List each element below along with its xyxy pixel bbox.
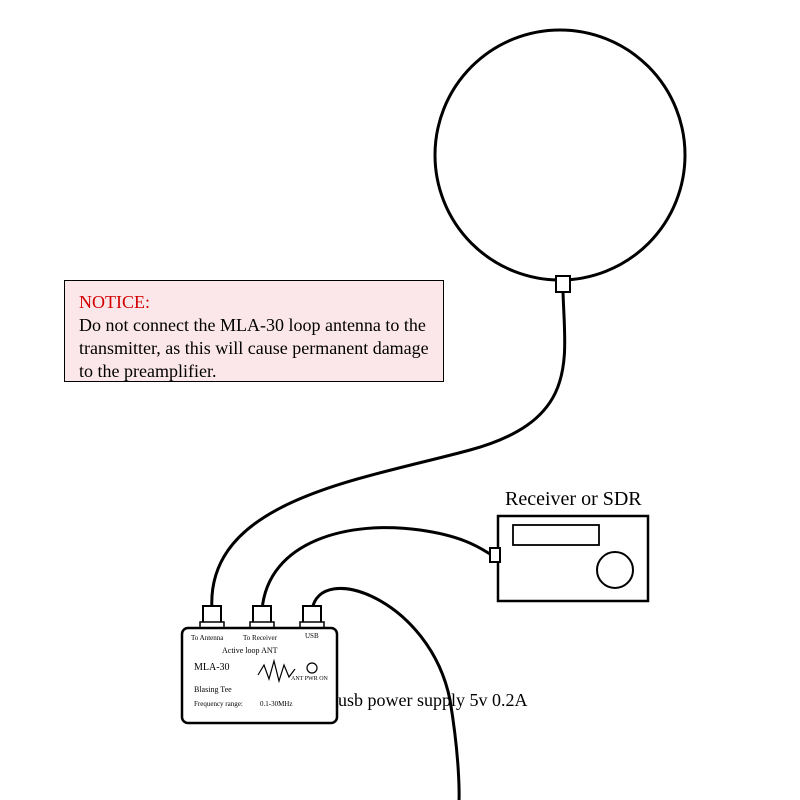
biastee-text-4: MLA-30 bbox=[194, 662, 230, 673]
biastee-text-0: To Antenna bbox=[191, 634, 224, 642]
biastee-text-5: ANT PWR ON bbox=[291, 676, 329, 682]
receiver-knob bbox=[597, 552, 633, 588]
biastee-text-8: 0.1-30MHz bbox=[260, 700, 292, 708]
schematic-svg: To Antenna To Receiver USB Active loop ANT M… bbox=[0, 0, 800, 800]
biastee-text-6: Blasing Tee bbox=[194, 685, 232, 694]
receiver-input-port bbox=[490, 548, 500, 562]
biastee-text-7: Frequency range: bbox=[194, 700, 243, 708]
biastee-text-3: Active loop ANT bbox=[222, 646, 278, 655]
biastee-text-2: USB bbox=[305, 632, 319, 640]
loop-antenna-icon bbox=[435, 30, 685, 280]
biastee-text-1: To Receiver bbox=[243, 634, 278, 642]
receiver-screen bbox=[513, 525, 599, 545]
antenna-feed-box bbox=[556, 276, 570, 292]
diagram-canvas: NOTICE: Do not connect the MLA-30 loop a… bbox=[0, 0, 800, 800]
